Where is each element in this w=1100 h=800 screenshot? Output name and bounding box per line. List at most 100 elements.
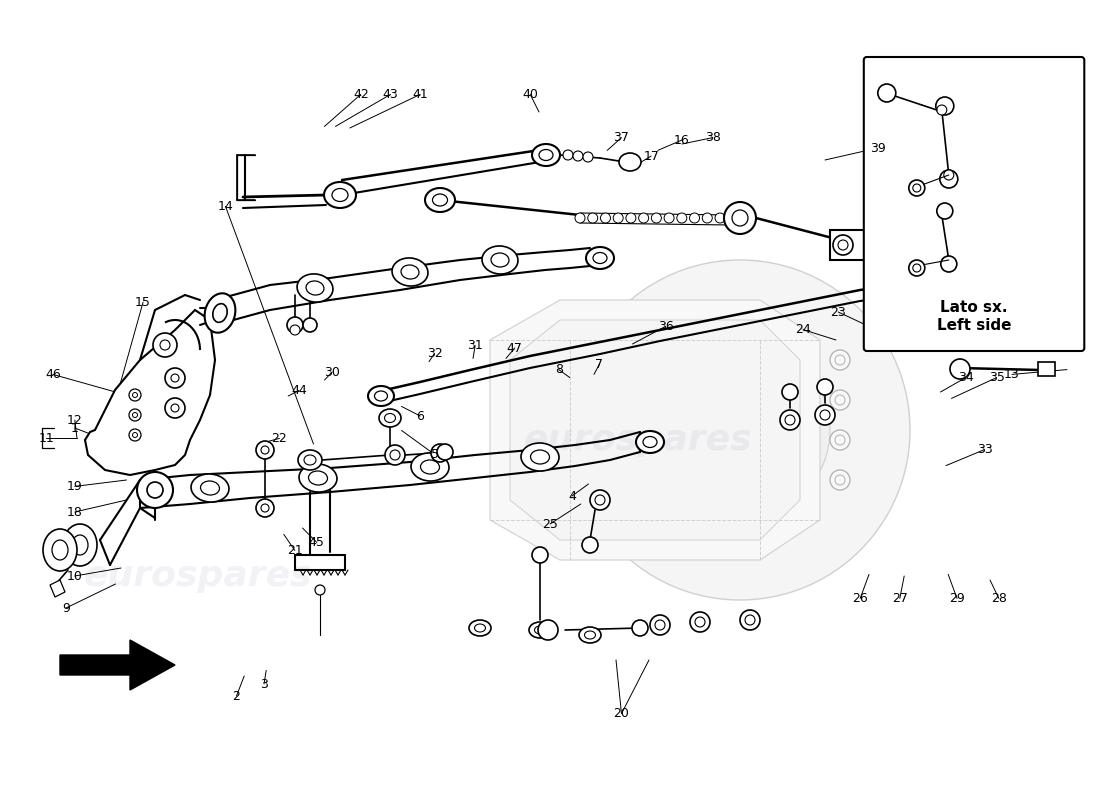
Circle shape: [287, 317, 303, 333]
Circle shape: [613, 213, 624, 223]
Ellipse shape: [593, 253, 607, 263]
Text: 36: 36: [658, 320, 673, 333]
Ellipse shape: [332, 189, 348, 202]
Circle shape: [626, 213, 636, 223]
Circle shape: [690, 612, 710, 632]
Text: eurospares: eurospares: [84, 559, 312, 593]
Ellipse shape: [530, 450, 550, 464]
Ellipse shape: [212, 304, 228, 322]
Circle shape: [782, 384, 797, 400]
Ellipse shape: [200, 481, 220, 495]
Circle shape: [940, 256, 957, 272]
Circle shape: [909, 180, 925, 196]
Circle shape: [431, 444, 449, 462]
Ellipse shape: [474, 624, 485, 632]
Circle shape: [165, 368, 185, 388]
Circle shape: [437, 444, 453, 460]
Text: 24: 24: [795, 323, 811, 336]
Circle shape: [950, 359, 970, 379]
Ellipse shape: [636, 431, 664, 453]
Text: 3: 3: [260, 678, 268, 690]
Text: 10: 10: [67, 570, 82, 582]
Text: 39: 39: [870, 142, 886, 154]
Ellipse shape: [191, 474, 229, 502]
Ellipse shape: [324, 182, 356, 208]
Text: 15: 15: [135, 296, 151, 309]
Ellipse shape: [899, 285, 912, 295]
Ellipse shape: [392, 258, 428, 286]
Circle shape: [820, 410, 830, 420]
Text: Left side: Left side: [937, 318, 1011, 334]
Polygon shape: [85, 310, 214, 475]
Ellipse shape: [892, 280, 918, 300]
Circle shape: [732, 210, 748, 226]
Circle shape: [830, 390, 850, 410]
Circle shape: [835, 435, 845, 445]
Circle shape: [740, 610, 760, 630]
Circle shape: [830, 470, 850, 490]
Text: 8: 8: [554, 363, 563, 376]
Circle shape: [695, 617, 705, 627]
Circle shape: [913, 238, 927, 252]
Ellipse shape: [420, 460, 440, 474]
Ellipse shape: [72, 535, 88, 555]
Text: 44: 44: [292, 384, 307, 397]
Circle shape: [835, 395, 845, 405]
Text: 34: 34: [958, 371, 974, 384]
Ellipse shape: [579, 627, 601, 643]
Circle shape: [573, 151, 583, 161]
Text: 23: 23: [830, 306, 846, 318]
Circle shape: [690, 213, 700, 223]
Circle shape: [833, 235, 853, 255]
Polygon shape: [510, 320, 800, 540]
Circle shape: [835, 475, 845, 485]
Text: 42: 42: [353, 88, 369, 101]
Ellipse shape: [304, 455, 316, 465]
Text: 4: 4: [568, 490, 576, 502]
Polygon shape: [490, 300, 820, 560]
Ellipse shape: [368, 386, 394, 406]
Circle shape: [664, 213, 674, 223]
Text: 38: 38: [705, 131, 720, 144]
Circle shape: [129, 429, 141, 441]
Circle shape: [937, 105, 947, 115]
Circle shape: [639, 213, 649, 223]
Ellipse shape: [650, 340, 830, 520]
Text: 29: 29: [949, 592, 965, 605]
Text: 5: 5: [430, 448, 439, 461]
FancyBboxPatch shape: [864, 57, 1085, 351]
Ellipse shape: [374, 391, 387, 401]
Ellipse shape: [535, 626, 546, 634]
Ellipse shape: [570, 260, 910, 600]
Circle shape: [936, 97, 954, 115]
Circle shape: [632, 620, 648, 636]
Text: 12: 12: [67, 414, 82, 426]
Circle shape: [891, 234, 909, 252]
Text: 35: 35: [989, 371, 1004, 384]
Text: 27: 27: [892, 592, 907, 605]
Circle shape: [261, 504, 270, 512]
Circle shape: [913, 264, 921, 272]
Circle shape: [724, 202, 756, 234]
Circle shape: [532, 547, 548, 563]
Ellipse shape: [469, 620, 491, 636]
Circle shape: [702, 213, 713, 223]
Text: 17: 17: [644, 150, 659, 162]
Text: 18: 18: [67, 506, 82, 518]
Polygon shape: [830, 230, 870, 260]
Circle shape: [302, 318, 317, 332]
Circle shape: [582, 537, 598, 553]
Circle shape: [785, 415, 795, 425]
Text: 20: 20: [614, 707, 629, 720]
Text: 47: 47: [507, 342, 522, 354]
Text: 13: 13: [1004, 368, 1020, 381]
Circle shape: [129, 409, 141, 421]
Circle shape: [896, 239, 904, 247]
Polygon shape: [1038, 362, 1055, 376]
Circle shape: [170, 374, 179, 382]
Ellipse shape: [385, 414, 396, 422]
Ellipse shape: [63, 524, 97, 566]
Text: Lato sx.: Lato sx.: [940, 301, 1008, 315]
Text: 30: 30: [324, 366, 340, 378]
Ellipse shape: [491, 253, 509, 267]
